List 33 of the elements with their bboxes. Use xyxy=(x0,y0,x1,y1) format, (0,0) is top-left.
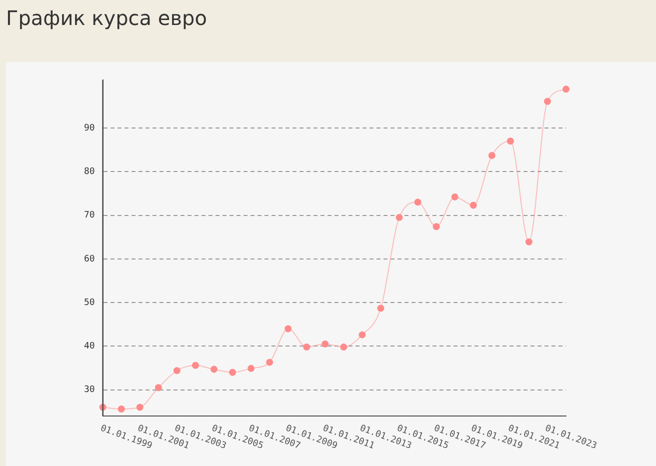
y-tick-label: 70 xyxy=(84,210,95,221)
point xyxy=(414,198,422,206)
point xyxy=(303,344,310,351)
y-tick-label: 50 xyxy=(84,298,95,308)
point xyxy=(322,340,329,348)
point xyxy=(396,214,403,221)
point xyxy=(266,358,274,366)
point xyxy=(544,98,551,105)
point xyxy=(118,406,125,413)
point xyxy=(154,384,162,392)
y-tick-label: 80 xyxy=(84,166,95,177)
y-tick-label: 30 xyxy=(84,385,95,396)
y-tick-label: 90 xyxy=(84,123,95,134)
point xyxy=(506,138,514,145)
point xyxy=(488,152,496,159)
point xyxy=(192,362,199,369)
point xyxy=(525,238,532,246)
point xyxy=(248,364,255,372)
y-tick-label: 60 xyxy=(84,254,95,264)
chart-title: График курса евро xyxy=(5,5,208,32)
point xyxy=(229,368,236,376)
point xyxy=(173,367,180,374)
point xyxy=(340,344,348,351)
point xyxy=(136,404,144,411)
point xyxy=(377,304,384,312)
point xyxy=(358,331,366,338)
point xyxy=(210,366,218,373)
y-tick-label: 40 xyxy=(84,342,95,352)
point xyxy=(470,202,477,209)
point xyxy=(432,223,440,230)
point xyxy=(284,325,292,332)
point xyxy=(562,86,570,93)
point xyxy=(451,193,458,200)
